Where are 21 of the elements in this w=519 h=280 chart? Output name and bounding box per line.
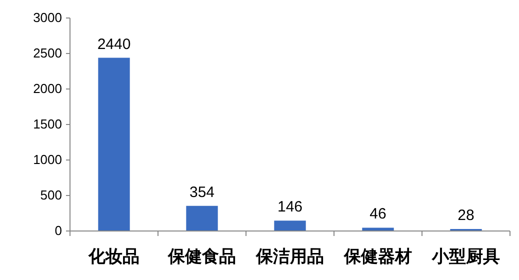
y-tick-label: 2000 xyxy=(33,81,62,96)
y-tick-label: 0 xyxy=(54,223,62,238)
y-tick-label: 2500 xyxy=(33,46,62,60)
bar xyxy=(274,220,306,231)
x-tick-label: 小型厨具 xyxy=(431,247,500,266)
x-tick-label: 保健器材 xyxy=(343,247,412,266)
data-label: 46 xyxy=(370,206,386,223)
x-tick-label: 化妆品 xyxy=(88,247,140,266)
y-tick-label: 500 xyxy=(40,188,62,202)
x-tick-label: 保健食品 xyxy=(167,247,236,266)
y-tick-label: 1000 xyxy=(33,152,62,167)
data-label: 146 xyxy=(277,198,303,216)
bar xyxy=(362,228,394,231)
bar xyxy=(98,58,130,231)
data-label: 2440 xyxy=(97,36,131,53)
y-tick-label: 3000 xyxy=(33,10,62,25)
data-label: 354 xyxy=(189,184,215,201)
bar xyxy=(186,206,218,231)
y-tick-label: 1500 xyxy=(33,116,62,132)
data-label: 28 xyxy=(458,207,474,224)
x-tick-label: 保洁用品 xyxy=(255,247,324,266)
